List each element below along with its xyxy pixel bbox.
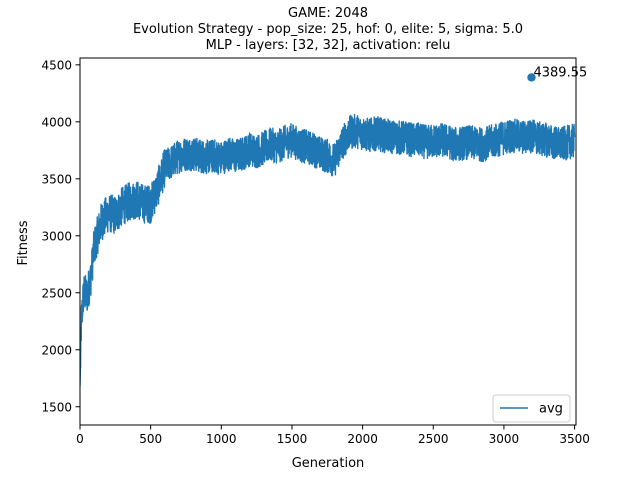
x-tick-label-1000: 1000 — [206, 432, 237, 446]
x-axis-label: Generation — [292, 456, 365, 471]
x-tick-label-0: 0 — [76, 432, 84, 446]
x-tick-label-500: 500 — [139, 432, 162, 446]
legend: avg — [492, 394, 571, 423]
legend-box — [492, 394, 571, 423]
max-point-marker — [527, 73, 536, 82]
x-tick-label-2500: 2500 — [418, 432, 449, 446]
chart-title-line-1: GAME: 2048 — [288, 6, 368, 21]
x-tick-label-3500: 3500 — [559, 432, 590, 446]
x-tick-label-1500: 1500 — [277, 432, 308, 446]
y-tick-label-2000: 2000 — [41, 343, 72, 357]
y-tick-label-4500: 4500 — [41, 58, 72, 72]
x-tick-label-3000: 3000 — [489, 432, 520, 446]
axes-frame — [79, 57, 577, 426]
y-tick-label-3000: 3000 — [41, 229, 72, 243]
max-point-label: 4389.55 — [533, 65, 587, 80]
y-tick-label-4000: 4000 — [41, 115, 72, 129]
x-tick-label-2000: 2000 — [347, 432, 378, 446]
legend-label-avg: avg — [539, 402, 563, 417]
annotation-layer: 4389.55 — [527, 65, 587, 82]
y-tick-label-1500: 1500 — [41, 400, 72, 414]
chart-title-line-3: MLP - layers: [32, 32], activation: relu — [206, 38, 451, 53]
series-line-avg — [80, 113, 576, 387]
series-layer — [80, 113, 576, 387]
y-tick-label-2500: 2500 — [41, 286, 72, 300]
y-tick-label-3500: 3500 — [41, 172, 72, 186]
axes-layer: 0 500 1000 1500 2000 2500 3000 3500 1500 2000 2500… — [41, 57, 590, 446]
chart-title-line-2: Evolution Strategy - pop_size: 25, hof: … — [133, 22, 523, 37]
y-axis-label: Fitness — [16, 220, 31, 265]
